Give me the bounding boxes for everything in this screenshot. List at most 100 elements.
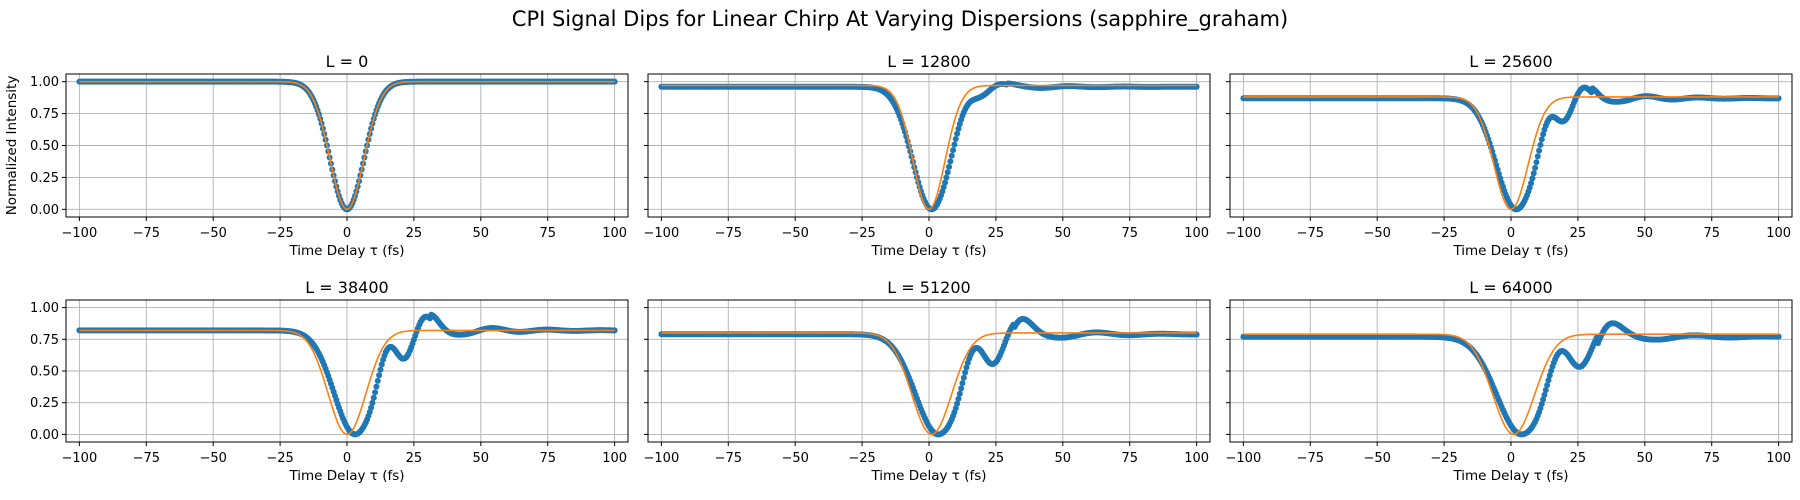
data-point (954, 130, 961, 137)
x-tick-label: 100 (1766, 226, 1791, 241)
x-tick-label: −100 (644, 226, 680, 241)
data-point (962, 369, 969, 376)
x-tick-label: 75 (1121, 226, 1138, 241)
chart-panel: −100 −75 −50 −25 0 25 50 75 100 L = 51200 Time Del… (644, 278, 1211, 484)
y-axis-label: Normalized Intensity (4, 76, 20, 216)
panel-title: L = 25600 (1469, 52, 1552, 71)
plot-area (1240, 84, 1782, 213)
fit-line (79, 80, 615, 211)
chart-panel: −100 −75 −50 −25 0 25 50 75 100 0.00 0.25 0.50 0.75 1… (30, 278, 629, 484)
x-tick-label: 100 (602, 226, 627, 241)
data-point (1540, 396, 1547, 403)
data-point (963, 364, 970, 371)
fit-line (1243, 333, 1779, 436)
x-tick-label: −25 (266, 226, 293, 241)
x-tick-label: −100 (1226, 451, 1262, 466)
data-point (940, 184, 947, 191)
x-tick-label: −75 (133, 451, 160, 466)
x-tick-label: 50 (1055, 226, 1072, 241)
panel-title: L = 12800 (887, 52, 970, 71)
x-tick-label: −50 (199, 226, 226, 241)
data-point (1544, 382, 1551, 389)
x-tick-label: 25 (988, 226, 1005, 241)
x-tick-label: −100 (644, 451, 680, 466)
x-tick-label: 75 (539, 226, 556, 241)
data-point (950, 147, 957, 154)
x-tick-label: 50 (1637, 451, 1654, 466)
x-tick-label: −25 (848, 226, 875, 241)
data-point (374, 377, 381, 384)
data-point (946, 163, 953, 170)
data-point (951, 141, 958, 148)
data-point (1529, 175, 1536, 182)
y-tick-label: 0.00 (30, 428, 59, 443)
y-tick-label: 0.50 (30, 365, 59, 380)
x-tick-label: 50 (1637, 226, 1654, 241)
data-point (369, 399, 376, 406)
fit-line (1243, 96, 1779, 211)
x-axis-label: Time Delay τ (fs) (870, 468, 986, 484)
data-point (1541, 391, 1548, 398)
x-axis-label: Time Delay τ (fs) (1452, 468, 1568, 484)
data-point (947, 158, 954, 165)
panel-title: L = 51200 (887, 278, 970, 297)
y-tick-label: 1.00 (30, 301, 59, 316)
x-tick-label: 75 (1703, 451, 1720, 466)
chart-panel: −100 −75 −50 −25 0 25 50 75 100 L = 25600 Time Del… (1226, 52, 1793, 259)
plot-area (76, 311, 618, 438)
data-point (376, 372, 383, 379)
measured-series (1240, 320, 1782, 438)
y-tick-label: 1.00 (30, 75, 59, 90)
x-axis-label: Time Delay τ (fs) (288, 243, 404, 259)
x-tick-label: 75 (1121, 451, 1138, 466)
y-tick-label: 0.25 (30, 171, 59, 186)
data-point (378, 361, 385, 368)
x-tick-label: 25 (406, 226, 423, 241)
data-point (373, 383, 380, 390)
fit-line (661, 84, 1197, 211)
data-point (942, 179, 949, 186)
x-tick-label: −75 (715, 451, 742, 466)
panel-title: L = 0 (326, 52, 369, 71)
data-point (1528, 180, 1535, 187)
panel-title: L = 64000 (1469, 278, 1552, 297)
data-point (944, 169, 951, 176)
data-point (1536, 147, 1543, 154)
x-tick-label: 0 (925, 451, 933, 466)
chart-panel: −100 −75 −50 −25 0 25 50 75 100 L = 12800 Time Del… (644, 52, 1211, 259)
chart-panel: −100 −75 −50 −25 0 25 50 75 100 0.00 0.25 0.50 0.75 1… (4, 52, 629, 259)
y-tick-label: 0.25 (30, 396, 59, 411)
x-tick-label: 25 (988, 451, 1005, 466)
data-point (956, 390, 963, 397)
data-point (1545, 377, 1552, 384)
data-point (954, 400, 961, 407)
data-point (948, 152, 955, 159)
data-point (377, 366, 384, 373)
x-tick-label: 0 (343, 451, 351, 466)
x-tick-label: 25 (1570, 226, 1587, 241)
x-tick-label: −50 (781, 226, 808, 241)
plot-area (76, 78, 618, 213)
x-tick-label: 75 (1703, 226, 1720, 241)
data-point (1540, 131, 1547, 138)
data-point (955, 395, 962, 402)
x-tick-label: −25 (1430, 451, 1457, 466)
x-tick-label: −50 (1363, 451, 1390, 466)
data-point (1532, 164, 1539, 171)
data-point (1533, 159, 1540, 166)
x-tick-label: −100 (1226, 226, 1262, 241)
x-tick-label: 0 (343, 226, 351, 241)
x-tick-label: 100 (602, 451, 627, 466)
y-tick-label: 0.75 (30, 107, 59, 122)
data-point (955, 125, 962, 132)
data-point (1534, 153, 1541, 160)
y-tick-label: 0.50 (30, 139, 59, 154)
x-tick-label: −75 (133, 226, 160, 241)
data-point (958, 385, 965, 392)
x-tick-label: 100 (1184, 226, 1209, 241)
data-point (1546, 372, 1553, 379)
x-tick-label: −100 (62, 226, 98, 241)
x-tick-label: 0 (925, 226, 933, 241)
x-tick-label: 25 (1570, 451, 1587, 466)
